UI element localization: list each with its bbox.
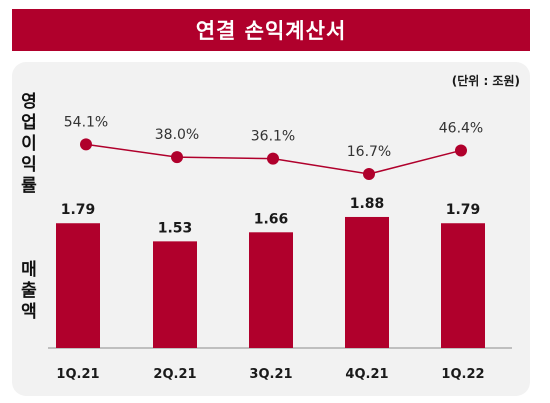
- revenue-bar: [153, 241, 197, 348]
- margin-point: [455, 144, 467, 157]
- margin-point: [80, 138, 92, 151]
- margin-point: [267, 152, 279, 165]
- margin-value-label: 54.1%: [64, 114, 108, 130]
- revenue-value-label: 1.53: [158, 220, 193, 236]
- margin-value-label: 16.7%: [347, 144, 391, 160]
- revenue-value-label: 1.79: [446, 202, 481, 218]
- margin-point: [171, 151, 183, 164]
- revenue-bar: [56, 223, 100, 348]
- margin-value-label: 38.0%: [155, 127, 199, 143]
- revenue-value-label: 1.66: [254, 211, 289, 227]
- revenue-bar: [249, 232, 293, 348]
- category-label: 4Q.21: [345, 367, 388, 382]
- revenue-bar: [441, 223, 485, 348]
- title-bar: 연결 손익계산서: [12, 9, 530, 51]
- margin-axis-label: 영 업 이 익 률: [21, 92, 37, 196]
- revenue-bar: [345, 216, 389, 348]
- revenue-value-label: 1.79: [61, 202, 96, 218]
- revenue-value-label: 1.88: [350, 196, 385, 212]
- category-label: 1Q.22: [441, 367, 484, 382]
- margin-value-label: 46.4%: [439, 120, 483, 136]
- unit-label: (단위 : 조원): [451, 74, 520, 88]
- category-label: 3Q.21: [249, 367, 292, 382]
- category-label: 1Q.21: [56, 367, 99, 382]
- category-label: 2Q.21: [153, 367, 196, 382]
- margin-point: [363, 168, 375, 180]
- revenue-axis-label: 매 출 액: [21, 260, 37, 322]
- margin-value-label: 36.1%: [251, 129, 295, 145]
- chart-title: 연결 손익계산서: [195, 19, 347, 43]
